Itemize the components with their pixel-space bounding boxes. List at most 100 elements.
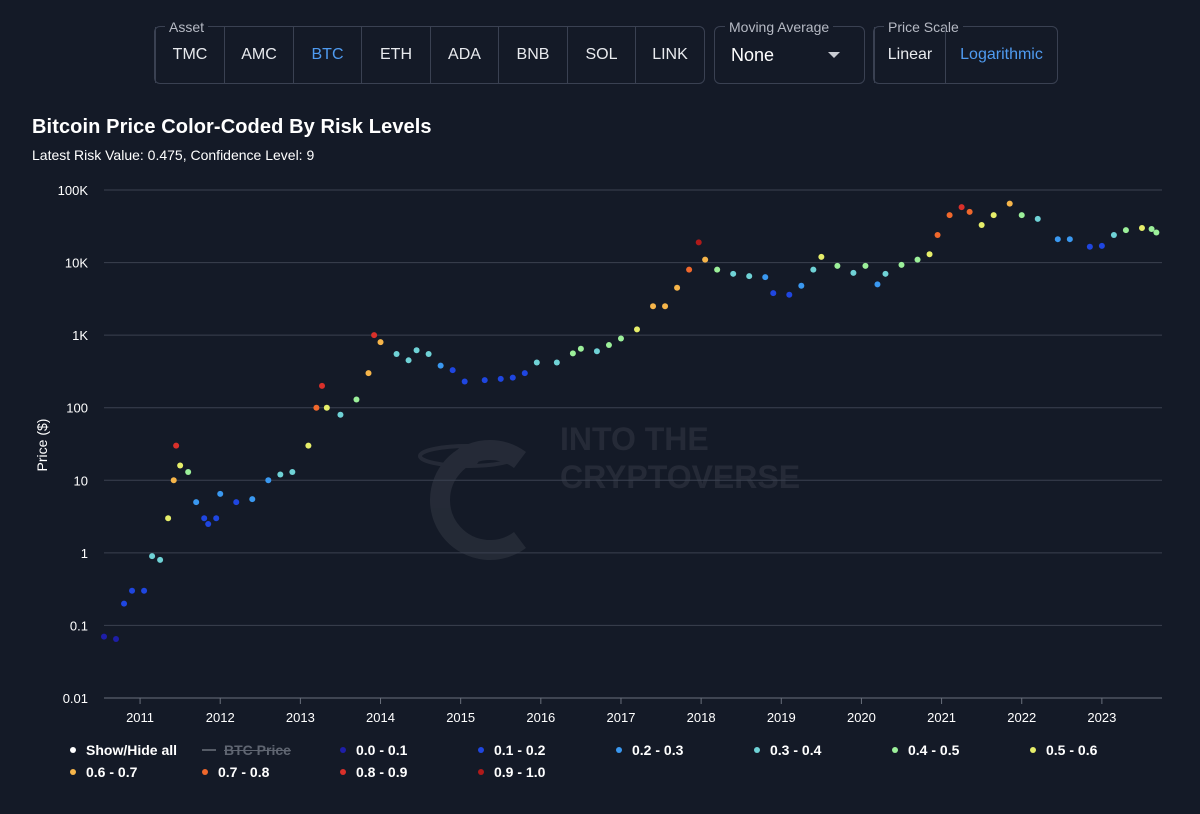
price-point[interactable] [313, 404, 320, 411]
price-point[interactable] [481, 377, 488, 384]
price-point[interactable] [593, 348, 600, 355]
price-point[interactable] [205, 520, 212, 527]
asset-option-link[interactable]: LINK [635, 27, 704, 83]
price-point[interactable] [662, 303, 669, 310]
price-point[interactable] [1122, 227, 1129, 234]
price-scale-linear[interactable]: Linear [874, 27, 945, 83]
price-point[interactable] [141, 587, 148, 594]
price-point[interactable] [746, 273, 753, 280]
price-point[interactable] [371, 332, 378, 339]
price-point[interactable] [914, 256, 921, 263]
price-point[interactable] [413, 347, 420, 354]
price-point[interactable] [834, 262, 841, 269]
price-point[interactable] [762, 274, 769, 281]
price-point[interactable] [121, 600, 128, 607]
price-point[interactable] [898, 261, 905, 268]
price-point[interactable] [810, 266, 817, 273]
price-point[interactable] [1098, 242, 1105, 249]
price-point[interactable] [650, 303, 657, 310]
price-point[interactable] [509, 374, 516, 381]
price-point[interactable] [850, 269, 857, 276]
price-point[interactable] [1110, 231, 1117, 238]
legend-range-4[interactable]: 0.4 - 0.5 [892, 742, 959, 758]
price-point[interactable] [934, 231, 941, 238]
price-point[interactable] [377, 339, 384, 346]
price-point[interactable] [437, 362, 444, 369]
price-point[interactable] [157, 556, 164, 563]
price-point[interactable] [786, 291, 793, 298]
price-point[interactable] [695, 239, 702, 246]
price-point[interactable] [289, 469, 296, 476]
price-point[interactable] [966, 208, 973, 215]
price-point[interactable] [1153, 229, 1160, 236]
price-point[interactable] [730, 270, 737, 277]
price-point[interactable] [365, 370, 372, 377]
price-point[interactable] [193, 499, 200, 506]
price-point[interactable] [149, 553, 156, 560]
legend-range-6[interactable]: 0.6 - 0.7 [70, 764, 137, 780]
asset-option-bnb[interactable]: BNB [498, 27, 567, 83]
price-point[interactable] [101, 633, 107, 640]
legend-range-5[interactable]: 0.5 - 0.6 [1030, 742, 1097, 758]
price-point[interactable] [201, 515, 208, 522]
price-point[interactable] [1054, 236, 1061, 243]
price-point[interactable] [577, 345, 584, 352]
price-point[interactable] [569, 350, 576, 357]
price-point[interactable] [353, 396, 360, 403]
price-point[interactable] [461, 378, 468, 385]
price-point[interactable] [1086, 243, 1093, 250]
price-point[interactable] [674, 284, 681, 291]
asset-option-amc[interactable]: AMC [224, 27, 293, 83]
legend-range-8[interactable]: 0.8 - 0.9 [340, 764, 407, 780]
asset-option-tmc[interactable]: TMC [155, 27, 224, 83]
price-point[interactable] [634, 326, 641, 333]
price-point[interactable] [393, 350, 400, 357]
price-point[interactable] [319, 382, 326, 389]
moving-average-dropdown[interactable]: None [715, 27, 864, 83]
legend-show-hide-all[interactable]: Show/Hide all [70, 742, 177, 758]
price-point[interactable] [265, 477, 272, 484]
asset-option-eth[interactable]: ETH [361, 27, 430, 83]
price-point[interactable] [213, 515, 220, 522]
price-point[interactable] [882, 270, 889, 277]
price-point[interactable] [958, 204, 965, 211]
price-point[interactable] [173, 442, 180, 449]
price-point[interactable] [1148, 226, 1155, 233]
price-point[interactable] [533, 359, 540, 366]
asset-option-sol[interactable]: SOL [567, 27, 635, 83]
price-point[interactable] [217, 490, 224, 497]
price-point[interactable] [1138, 224, 1145, 231]
price-point[interactable] [113, 636, 120, 643]
price-point[interactable] [129, 587, 136, 594]
legend-range-0[interactable]: 0.0 - 0.1 [340, 742, 407, 758]
asset-option-ada[interactable]: ADA [430, 27, 498, 83]
legend-range-7[interactable]: 0.7 - 0.8 [202, 764, 269, 780]
price-point[interactable] [605, 342, 612, 349]
price-point[interactable] [1034, 215, 1041, 222]
price-point[interactable] [305, 442, 312, 449]
legend-btc-price[interactable]: BTC Price [202, 742, 291, 758]
price-point[interactable] [862, 262, 869, 269]
price-point[interactable] [798, 282, 805, 289]
price-point[interactable] [874, 281, 881, 288]
legend-range-1[interactable]: 0.1 - 0.2 [478, 742, 545, 758]
price-point[interactable] [686, 266, 693, 273]
legend-range-9[interactable]: 0.9 - 1.0 [478, 764, 545, 780]
price-point[interactable] [425, 350, 432, 357]
price-point[interactable] [978, 221, 985, 228]
price-point[interactable] [553, 359, 560, 366]
legend-range-3[interactable]: 0.3 - 0.4 [754, 742, 821, 758]
price-point[interactable] [926, 251, 933, 258]
price-point[interactable] [714, 266, 721, 273]
price-point[interactable] [990, 212, 997, 219]
price-point[interactable] [249, 496, 256, 503]
price-point[interactable] [177, 462, 184, 469]
price-point[interactable] [1006, 200, 1013, 207]
price-point[interactable] [818, 253, 825, 260]
price-point[interactable] [323, 404, 330, 411]
price-point[interactable] [337, 411, 344, 418]
price-point[interactable] [497, 375, 504, 382]
price-point[interactable] [521, 370, 528, 377]
price-point[interactable] [277, 471, 284, 478]
price-point[interactable] [170, 477, 177, 484]
